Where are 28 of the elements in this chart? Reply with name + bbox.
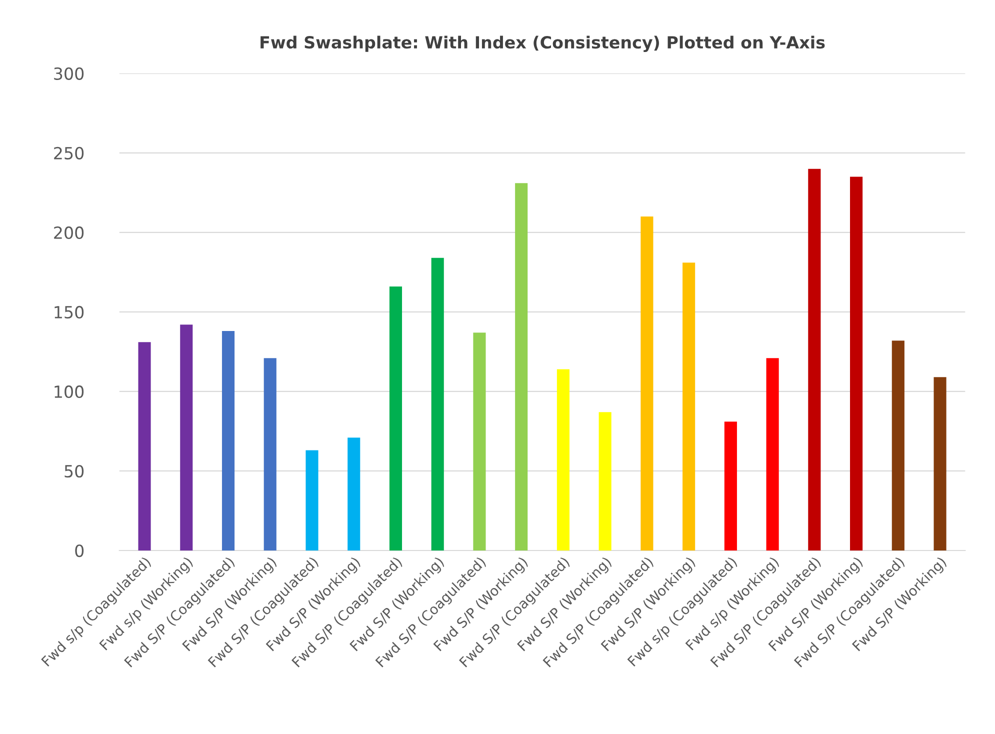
bar [473,332,486,550]
bar [808,168,821,550]
bar [556,369,570,550]
bar [264,358,276,550]
bar [348,438,360,550]
bar [306,450,318,550]
y-tick-label: 0 [75,544,84,558]
bar [180,324,193,550]
y-tick-label: 200 [54,226,84,239]
bar [892,340,904,550]
bar [389,286,402,550]
bar [682,262,696,550]
y-tick-label: 150 [54,306,84,319]
chart-title: Fwd Swashplate: With Index (Consistency) Plotted on Y-Axis [260,36,825,52]
bar [138,342,151,550]
bar [640,216,654,550]
bar [515,183,528,550]
bar [934,377,946,550]
bar [598,412,612,550]
y-tick-label: 300 [54,67,84,80]
bar [222,331,235,550]
bar [766,358,779,550]
y-tick-label: 100 [54,385,84,398]
y-tick-label: 250 [54,146,84,160]
y-tick-label: 50 [64,464,84,478]
bar [850,176,863,550]
bar [431,258,444,550]
bar [724,422,737,550]
